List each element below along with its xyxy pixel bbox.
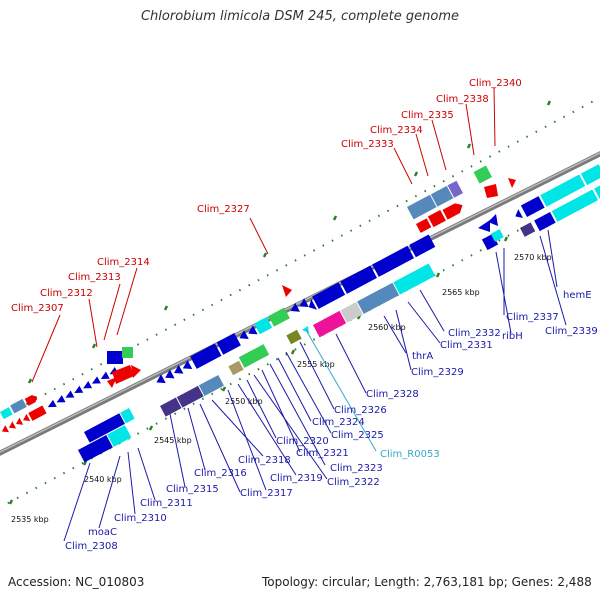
gene-2340-b bbox=[508, 178, 516, 188]
map-title: Chlorobium limicola DSM 245, complete ge… bbox=[140, 9, 460, 24]
gene-label[interactable]: Clim_2316 bbox=[194, 468, 247, 479]
gene-label[interactable]: Clim_2327 bbox=[197, 204, 250, 215]
olive-gene-2 bbox=[286, 329, 302, 345]
gene-label[interactable]: Clim_2308 bbox=[65, 541, 118, 552]
tick-label: 2555 kbp bbox=[297, 360, 335, 369]
gene-label[interactable]: ribH bbox=[502, 331, 523, 342]
rna-leader bbox=[305, 329, 377, 452]
gene-label[interactable]: Clim_2339 bbox=[545, 326, 598, 337]
inner-tick-track bbox=[0, 185, 600, 509]
gene-label[interactable]: Clim_2314 bbox=[97, 257, 150, 268]
genes-label: Genes: bbox=[511, 575, 554, 589]
length-value: 2,763,181 bp bbox=[423, 575, 504, 589]
gene-label[interactable]: Clim_2340 bbox=[469, 78, 522, 89]
accession-value: NC_010803 bbox=[75, 575, 145, 589]
gene-label[interactable]: Clim_2328 bbox=[366, 389, 419, 400]
gene-label[interactable]: Clim_2318 bbox=[238, 455, 291, 466]
topology-label: Topology: bbox=[262, 575, 319, 589]
tick-label: 2565 kbp bbox=[442, 288, 480, 297]
tick-label: 2570 kbp bbox=[514, 253, 552, 262]
topology-value: circular bbox=[321, 575, 367, 589]
gene-label[interactable]: Clim_2337 bbox=[506, 312, 559, 323]
gene-label[interactable]: Clim_2326 bbox=[334, 405, 387, 416]
gene-label[interactable]: Clim_2329 bbox=[411, 367, 464, 378]
tick-label: 2550 kbp bbox=[225, 397, 263, 406]
outer-major-ticks bbox=[27, 100, 552, 384]
gene-label[interactable]: Clim_2323 bbox=[330, 463, 383, 474]
tick-label: 2545 kbp bbox=[154, 436, 192, 445]
gene-2338 bbox=[473, 165, 492, 184]
tick-labels: 2535 kbp 2540 kbp 2545 kbp 2550 kbp 2555… bbox=[11, 253, 552, 524]
olive-gene bbox=[228, 360, 244, 376]
accession-info: Accession: NC_010803 bbox=[8, 575, 144, 589]
gene-2340-a bbox=[484, 184, 498, 198]
gene-2337-arrow bbox=[478, 220, 490, 232]
gene-label[interactable]: Clim_2338 bbox=[436, 94, 489, 105]
gene-label[interactable]: Clim_2334 bbox=[370, 125, 423, 136]
gene-label[interactable]: Clim_2331 bbox=[440, 340, 493, 351]
genome-backbone bbox=[0, 151, 600, 456]
reverse-features bbox=[78, 164, 600, 463]
accession-label: Accession: bbox=[8, 575, 72, 589]
tick-label: 2560 kbp bbox=[368, 323, 406, 332]
reverse-leaders bbox=[63, 229, 567, 542]
gene-label[interactable]: Clim_2320 bbox=[276, 436, 329, 447]
gene-label[interactable]: Clim_2332 bbox=[448, 328, 501, 339]
rna-marker bbox=[282, 285, 292, 297]
genes-value: 2,488 bbox=[557, 575, 592, 589]
gene-label[interactable]: Clim_2315 bbox=[166, 484, 219, 495]
gene-label[interactable]: Clim_2333 bbox=[341, 139, 394, 150]
gene-label[interactable]: Clim_2321 bbox=[296, 448, 349, 459]
ribH-cyan bbox=[490, 229, 504, 242]
gene-label[interactable]: moaC bbox=[88, 527, 117, 538]
gene-label[interactable]: Clim_2324 bbox=[312, 417, 365, 428]
genome-stats: Topology: circular; Length: 2,763,181 bp… bbox=[262, 575, 592, 589]
gene-2337-arrow-2 bbox=[488, 214, 498, 226]
length-label: Length: bbox=[374, 575, 420, 589]
reverse-labels: Clim_2308 moaC Clim_2310 Clim_2311 Clim_… bbox=[65, 290, 598, 552]
forward-labels: Clim_2307 Clim_2312 Clim_2313 Clim_2314 … bbox=[11, 78, 522, 314]
gene-label[interactable]: Clim_2312 bbox=[40, 288, 93, 299]
gene-2326 bbox=[238, 344, 270, 368]
gene-label[interactable]: Clim_2319 bbox=[270, 473, 323, 484]
gene-label[interactable]: hemE bbox=[563, 290, 592, 301]
gene-label[interactable]: Clim_2325 bbox=[331, 430, 384, 441]
gene-label[interactable]: thrA bbox=[412, 351, 433, 362]
forward-features bbox=[0, 165, 516, 433]
gene-label[interactable]: Clim_2322 bbox=[327, 477, 380, 488]
gene-label[interactable]: Clim_2317 bbox=[240, 488, 293, 499]
gene-label[interactable]: Clim_2311 bbox=[140, 498, 193, 509]
gene-cluster-2312 bbox=[107, 347, 141, 388]
rna-gene-label[interactable]: Clim_R0053 bbox=[380, 449, 440, 460]
forward-leaders bbox=[31, 87, 496, 383]
gene-label[interactable]: Clim_2313 bbox=[68, 272, 121, 283]
genome-backbone-highlight bbox=[0, 152, 600, 453]
tick-label: 2540 kbp bbox=[84, 475, 122, 484]
gene-label[interactable]: Clim_2307 bbox=[11, 303, 64, 314]
small-feature bbox=[302, 326, 309, 333]
tick-label: 2535 kbp bbox=[11, 515, 49, 524]
gene-label[interactable]: Clim_2310 bbox=[114, 513, 167, 524]
gene-label[interactable]: Clim_2335 bbox=[401, 110, 454, 121]
